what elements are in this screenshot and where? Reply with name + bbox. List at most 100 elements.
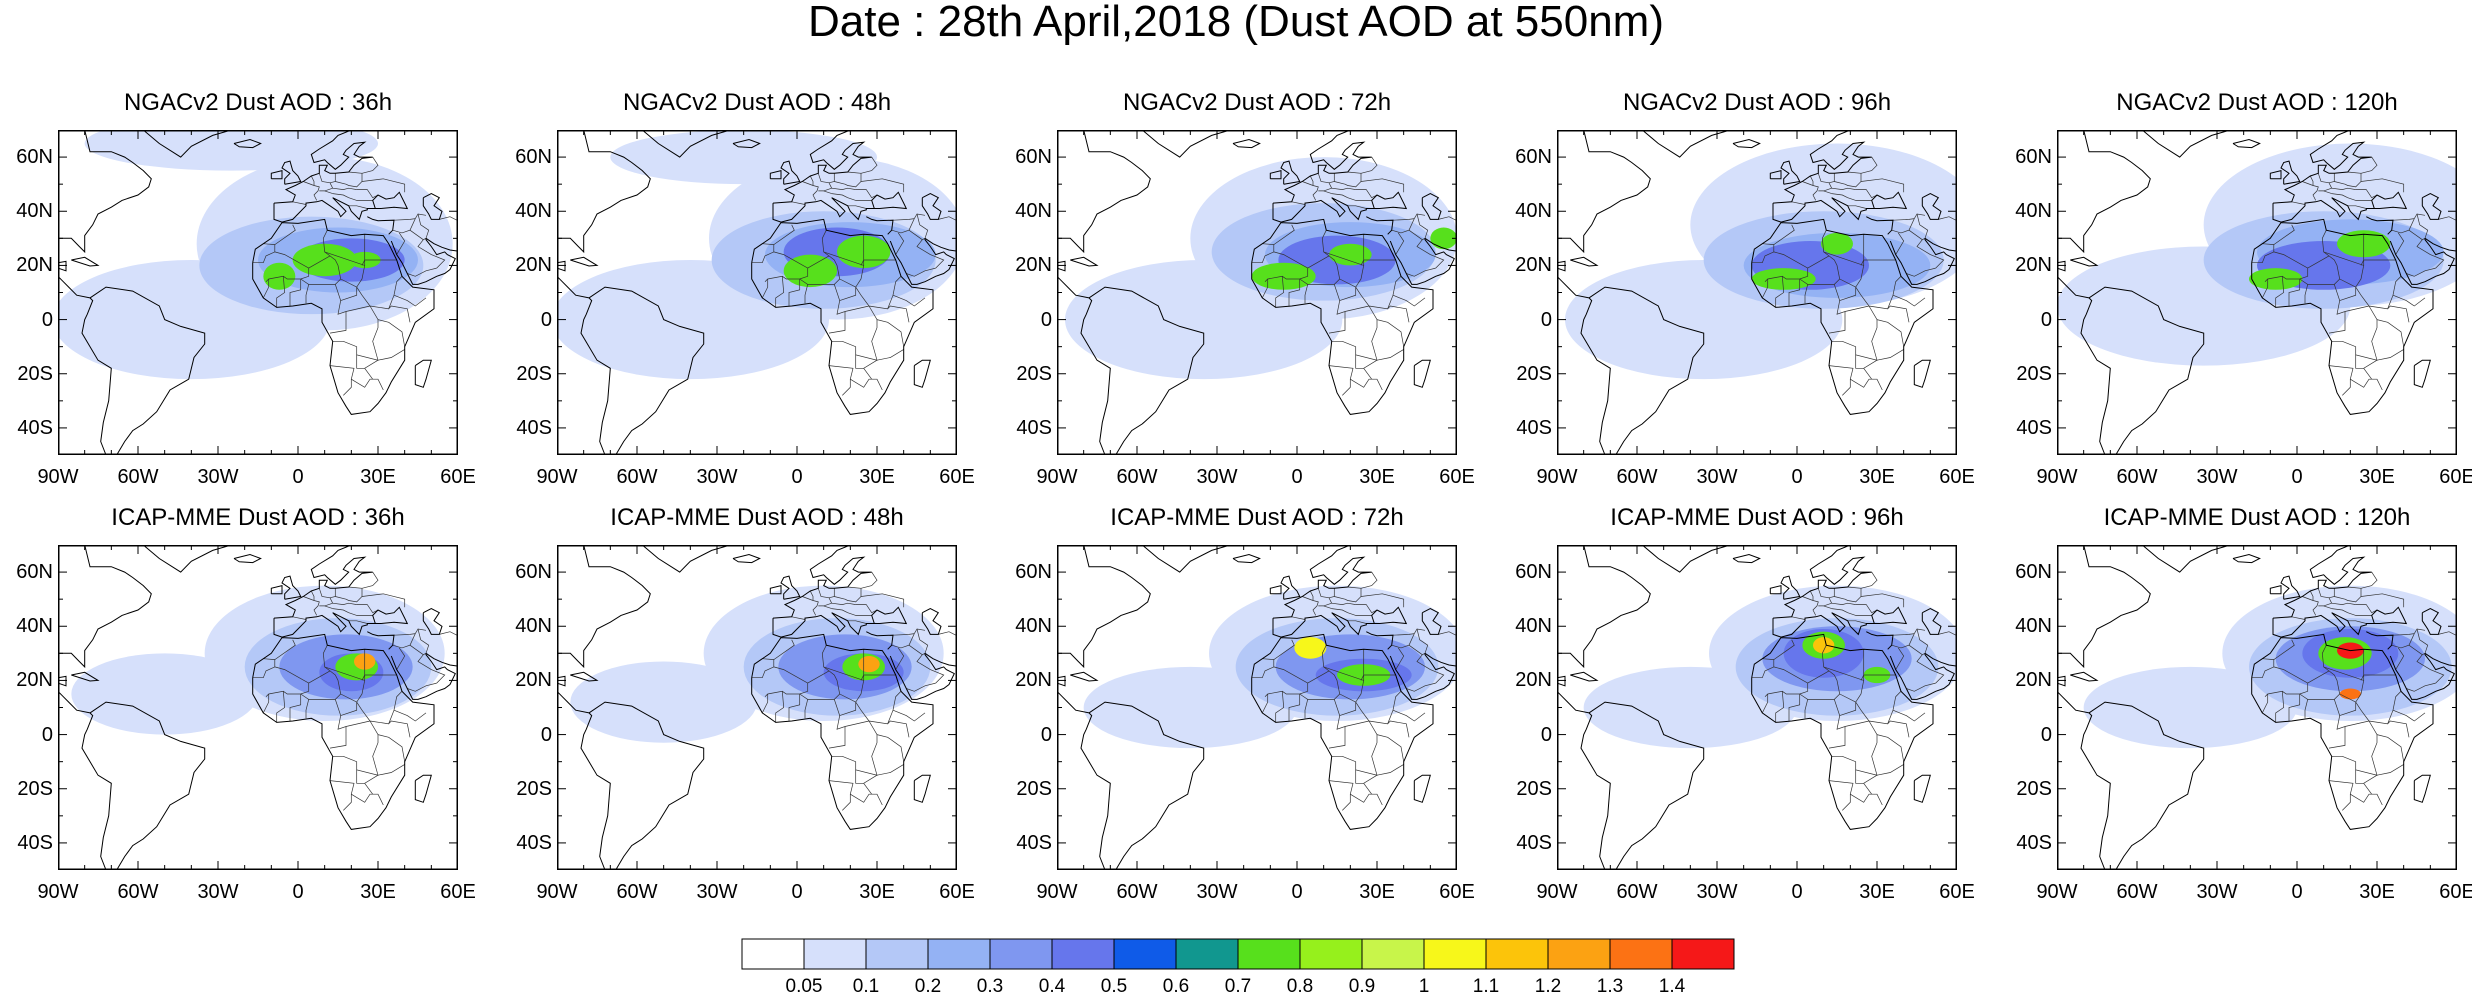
lat-label: 20N: [515, 254, 552, 277]
lat-label: 40S: [2016, 831, 2052, 854]
country-border: [318, 173, 334, 192]
country-border: [1860, 571, 1878, 589]
lon-label: 60W: [1616, 881, 1658, 903]
colorbar-label: 0.3: [976, 976, 1004, 997]
map-area: [1057, 130, 1457, 455]
country-border: [2408, 218, 2415, 231]
coastline: [1269, 584, 1282, 595]
country-border: [1344, 305, 1370, 312]
country-border: [834, 171, 862, 188]
country-border: [799, 670, 841, 700]
coastline: [2057, 130, 2151, 254]
colorbar-label: 0.8: [1286, 976, 1314, 997]
map-area: [1557, 130, 1957, 455]
country-border: [1323, 190, 1332, 194]
coastline: [780, 160, 801, 185]
country-border: [1408, 218, 1415, 231]
country-border: [1788, 279, 1801, 306]
country-border: [908, 633, 915, 646]
lat-label: 20S: [17, 362, 53, 385]
country-border: [906, 682, 936, 692]
country-border: [2355, 189, 2378, 199]
dust-plume: [1294, 637, 1327, 659]
country-border: [1916, 213, 1929, 239]
coastline: [751, 633, 934, 830]
country-border: [2363, 783, 2372, 795]
country-border: [876, 764, 904, 776]
lat-label: 40N: [1515, 200, 1552, 223]
coastline: [557, 675, 566, 687]
colorbar-swatch: [1609, 938, 1673, 970]
country-border: [1773, 224, 1795, 245]
coastline: [732, 553, 761, 564]
country-border: [300, 670, 342, 700]
country-border: [916, 213, 929, 239]
country-border: [1323, 666, 1365, 681]
coastline: [1866, 216, 1894, 235]
coastline: [1110, 545, 1231, 573]
lon-label: 30E: [2359, 466, 2395, 488]
country-border: [2355, 769, 2378, 784]
country-border: [1809, 590, 1814, 601]
lat-label: 40S: [17, 416, 53, 439]
country-border: [393, 294, 427, 307]
country-border: [1906, 267, 1936, 277]
country-border: [1288, 279, 1301, 306]
country-border: [2331, 608, 2372, 616]
country-border: [1291, 616, 1306, 620]
colorbar-swatch: [1237, 938, 1301, 970]
lat-label: 0: [1040, 308, 1052, 331]
country-border: [791, 201, 806, 205]
country-border: [332, 720, 379, 776]
lon-label: 60E: [2439, 466, 2472, 488]
country-border: [1416, 628, 1429, 654]
country-border: [305, 699, 310, 719]
coastline: [1557, 690, 1590, 714]
colorbar-label: 0.7: [1224, 976, 1252, 997]
dust-plume: [858, 656, 880, 673]
map-panel: NGACv2 Dust AOD : 72h 60N 40N 20N 0 20S 40S 90W…: [1015, 90, 1475, 495]
country-border: [855, 769, 878, 784]
lon-label: 90W: [2036, 466, 2078, 488]
coastline: [732, 138, 761, 149]
lon-label: 0: [292, 881, 304, 903]
country-border: [1360, 156, 1378, 174]
country-border: [377, 764, 405, 776]
country-border: [1331, 187, 1356, 190]
country-border: [377, 734, 406, 762]
lon-label: 90W: [37, 881, 79, 903]
coastline: [1272, 545, 1372, 619]
lat-label: 40S: [516, 831, 552, 854]
country-border: [1261, 694, 1269, 714]
country-border: [392, 644, 427, 656]
country-border: [1321, 645, 1330, 672]
country-border: [289, 694, 302, 721]
country-border: [2376, 734, 2405, 762]
country-border: [2334, 171, 2362, 188]
country-border: [831, 720, 878, 776]
country-border: [906, 267, 936, 277]
country-border: [2299, 255, 2341, 285]
lat-label: 40N: [515, 200, 552, 223]
country-border: [324, 666, 366, 681]
lat-label: 20S: [1516, 362, 1552, 385]
map-panel: ICAP-MME Dust AOD : 96h 60N 40N 20N 0 20S 40S 9…: [1515, 505, 1975, 910]
lat-label: 0: [2040, 723, 2052, 746]
lat-label: 0: [1540, 308, 1552, 331]
country-border: [1392, 633, 1415, 636]
coastline: [772, 191, 908, 223]
coastline: [390, 653, 456, 700]
country-border: [1876, 319, 1905, 347]
coastline: [414, 774, 432, 803]
lon-label: 30E: [859, 466, 895, 488]
dust-plume: [1821, 232, 1853, 255]
colorbar-swatch: [1671, 938, 1735, 970]
coastline: [2272, 606, 2408, 638]
country-border: [1355, 769, 1378, 784]
lat-label: 0: [2040, 308, 2052, 331]
lon-label: 60E: [440, 466, 476, 488]
lon-label: 30E: [2359, 881, 2395, 903]
coastline: [1557, 260, 1566, 272]
country-border: [324, 605, 333, 609]
colorbar-label: 0.9: [1348, 976, 1376, 997]
